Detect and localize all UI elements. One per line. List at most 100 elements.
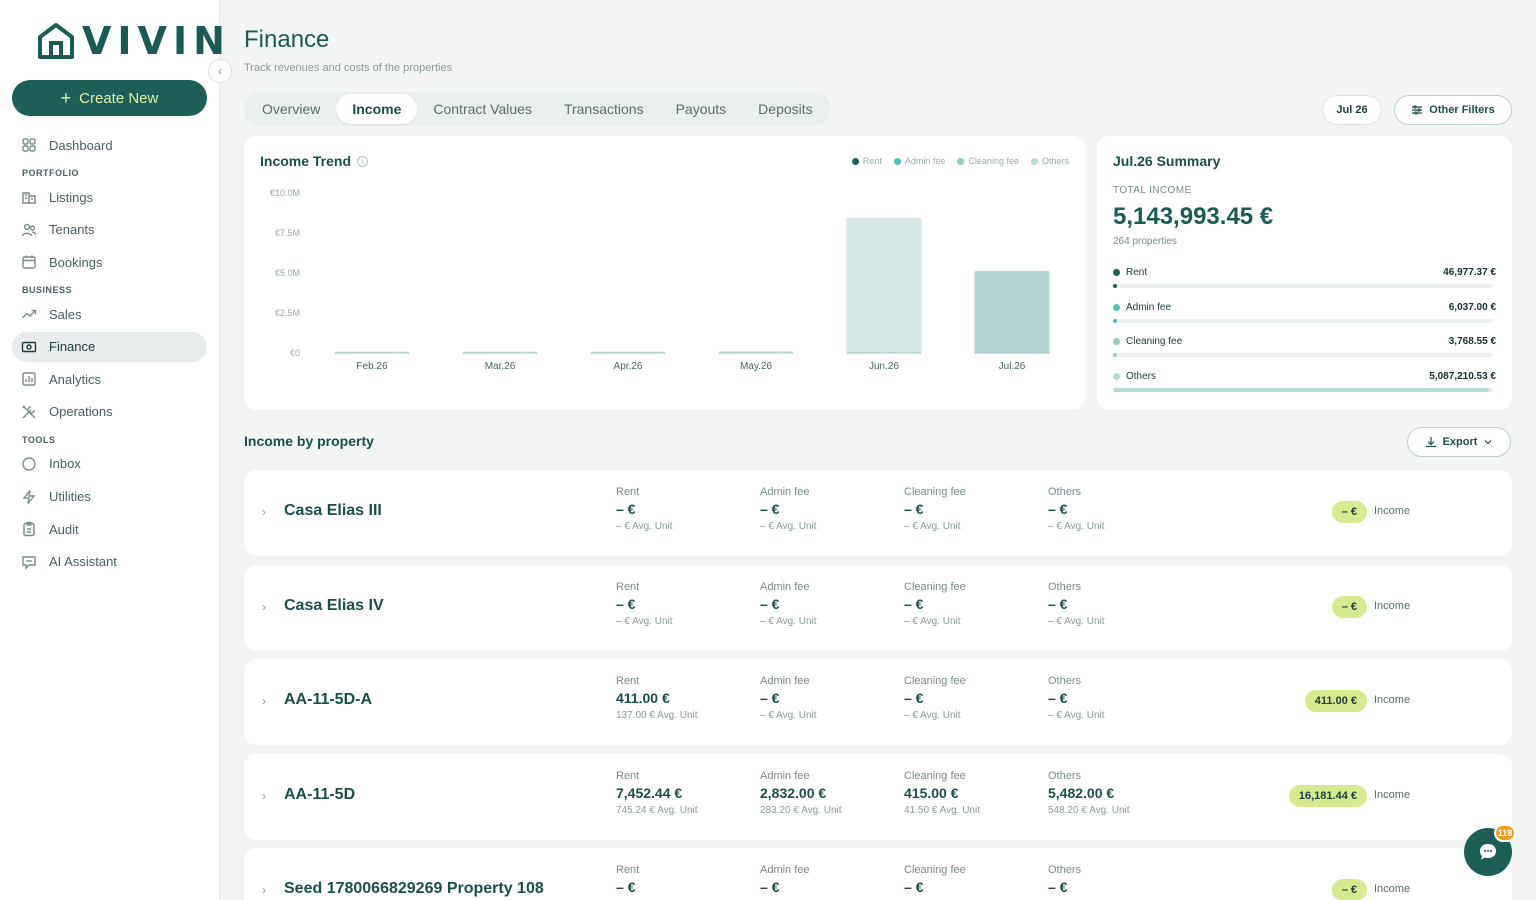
sidebar-item-utilities[interactable]: Utilities [12,482,207,512]
users-icon [21,223,37,236]
metric-others: Others – € [1048,864,1188,899]
date-filter-chip[interactable]: Jul 26 [1322,95,1382,125]
nav-section-business: BUSINESS [22,285,73,296]
metric-label: Cleaning fee [904,769,966,782]
income-by-property-title: Income by property [244,433,374,449]
sidebar-item-listings[interactable]: Listings [12,182,207,212]
sidebar-item-sales[interactable]: Sales [12,299,207,329]
metric-admin-fee: Admin fee – € – € Avg. Unit [760,675,900,721]
x-tick-label: May.26 [740,361,772,372]
calendar-icon [22,255,36,269]
income-trend-card: Income Trend i Rent Admin fee Cleaning f… [244,136,1085,410]
lightning-icon [22,489,36,504]
chevron-down-icon [1484,440,1492,445]
sidebar-item-bookings[interactable]: Bookings [12,247,207,277]
sidebar-item-finance[interactable]: Finance [12,331,207,362]
clipboard-icon [23,521,35,537]
metric-rent: Rent 7,452.44 € 745.24 € Avg. Unit [616,770,756,816]
metric-label: Rent [616,580,640,593]
sidebar-item-inbox[interactable]: Inbox [12,449,207,479]
metric-admin-fee: Admin fee – € – € Avg. Unit [760,581,900,627]
property-row[interactable]: › Casa Elias IV Rent – € – € Avg. Unit Admin … [244,564,1512,651]
total-income-label: TOTAL INCOME [1113,185,1192,196]
breakdown-row-rent: Rent 46,977.37 € [1113,267,1496,302]
breakdown-value: 6,037.00 € [1448,301,1496,313]
info-icon[interactable]: i [357,155,369,167]
property-row[interactable]: › Casa Elias III Rent – € – € Avg. Unit Admin… [244,470,1512,556]
sliders-icon [1412,105,1423,115]
property-row[interactable]: › Seed 1780066829269 Property 108 Rent – € A… [244,848,1512,900]
income-trend-title-text: Income Trend [260,153,352,169]
other-filters-button[interactable]: Other Filters [1394,95,1512,125]
income-label: Income [1374,599,1411,612]
breakdown-row-admin-fee: Admin fee 6,037.00 € [1113,302,1496,337]
metric-value: – € [904,879,924,895]
sidebar-item-operations[interactable]: Operations [12,397,207,427]
collapse-sidebar-button[interactable]: ‹ [208,59,232,83]
vivin-logo[interactable]: VIVIN [36,20,231,62]
expand-chevron-icon[interactable]: › [262,883,266,897]
other-filters-label: Other Filters [1429,104,1495,116]
grid-icon [22,138,36,152]
income-total-badge: 411.00 € [1304,690,1367,712]
sidebar-item-dashboard[interactable]: Dashboard [12,130,207,160]
property-name[interactable]: Seed 1780066829269 Property 108 [284,880,544,897]
breakdown-name: Cleaning fee [1113,336,1182,347]
breakdown-dot [1113,269,1120,276]
expand-chevron-icon[interactable]: › [262,599,266,614]
breakdown-name: Rent [1113,267,1147,278]
breakdown-name: Admin fee [1113,302,1171,313]
expand-chevron-icon[interactable]: › [262,505,266,519]
sidebar-item-label: Sales [49,306,82,322]
legend-label: Admin fee [904,156,946,166]
expand-chevron-icon[interactable]: › [262,788,266,803]
metric-cleaning-fee: Cleaning fee – € [904,864,1044,899]
property-name[interactable]: AA-11-5D-A [284,691,373,708]
ai-chat-icon [22,556,36,570]
sidebar-item-audit[interactable]: Audit [12,514,207,544]
breakdown-row-head: Others 5,087,210.53 € [1113,371,1496,382]
property-list: › Casa Elias III Rent – € – € Avg. Unit Admin… [244,470,1512,900]
metric-avg-unit: – € Avg. Unit [1048,615,1105,627]
y-tick-label: €0 [290,348,300,358]
metric-avg-unit: – € Avg. Unit [760,521,817,532]
property-name[interactable]: Casa Elias III [284,502,382,519]
tab-contract-values[interactable]: Contract Values [433,101,532,117]
metric-avg-unit: 41.50 € Avg. Unit [904,804,980,816]
metric-admin-fee: Admin fee – € [760,864,900,899]
house-logo-icon [38,23,74,59]
bar-jul-26[interactable] [974,270,1050,353]
metric-avg-unit: – € Avg. Unit [904,710,961,721]
income-total-badge: – € [1331,595,1367,618]
create-new-button[interactable]: + Create New [12,80,207,116]
tab-transactions[interactable]: Transactions [563,101,644,117]
property-name[interactable]: Casa Elias IV [284,596,384,614]
tab-payouts[interactable]: Payouts [675,101,727,117]
sidebar-item-tenants[interactable]: Tenants [12,215,207,245]
metric-value: – € [616,879,636,895]
metric-label: Rent [616,864,640,876]
export-button[interactable]: Export [1407,427,1511,457]
property-name[interactable]: AA-11-5D [284,785,356,803]
tab-income[interactable]: Income [336,94,418,124]
nav-section-tools: TOOLS [22,434,56,445]
tab-deposits[interactable]: Deposits [758,101,813,117]
metric-label: Others [1048,864,1082,876]
sidebar-item-ai-assistant[interactable]: AI Assistant [12,547,207,577]
metric-rent: Rent – € – € Avg. Unit [616,486,756,532]
tab-overview[interactable]: Overview [262,101,321,117]
metric-value: 5,482.00 € [1048,784,1115,801]
breakdown-row-cleaning-fee: Cleaning fee 3,768.55 € [1113,336,1496,371]
bar-jun-26[interactable] [846,217,922,353]
sidebar-item-label: Tenants [49,222,95,238]
sidebar-item-analytics[interactable]: Analytics [12,364,207,394]
sidebar-item-label: Listings [49,189,94,205]
plus-icon: + [60,87,72,108]
metric-label: Cleaning fee [904,864,966,876]
sidebar-item-label: AI Assistant [49,554,117,570]
expand-chevron-icon[interactable]: › [262,694,266,708]
property-row[interactable]: › AA-11-5D-A Rent 411.00 € 137.00 € Avg. Uni… [244,659,1512,745]
metric-label: Admin fee [760,675,810,687]
property-row[interactable]: › AA-11-5D Rent 7,452.44 € 745.24 € Avg. Uni… [244,753,1512,840]
income-total-badge: – € [1331,879,1367,900]
